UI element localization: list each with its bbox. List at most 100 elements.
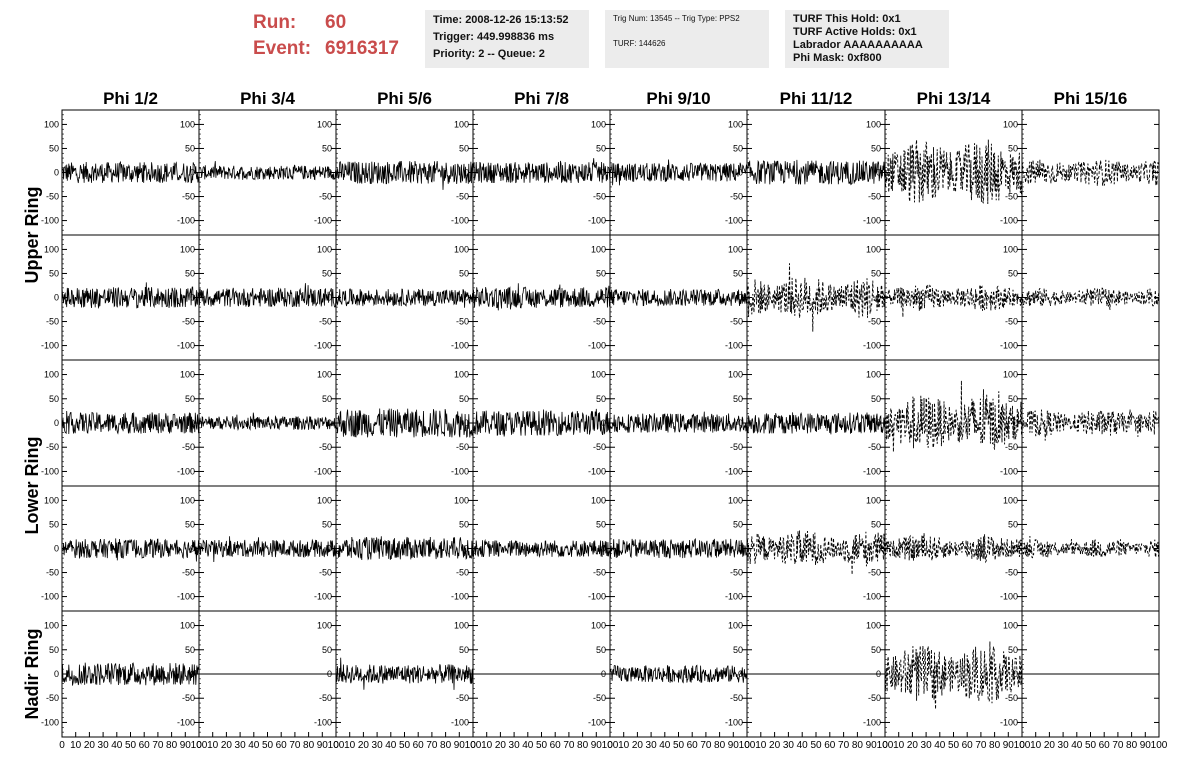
x-tick-label: 90: [866, 740, 878, 751]
labrador-line: Labrador AAAAAAAAAA: [793, 39, 923, 51]
x-tick-label: 10: [481, 740, 493, 751]
y-tick-label: -100: [177, 216, 195, 226]
x-tick-label: 70: [975, 740, 987, 751]
y-tick-label: 0: [327, 544, 332, 554]
y-tick-label: -100: [863, 592, 881, 602]
waveform: [884, 641, 1023, 710]
y-tick-label: 100: [591, 119, 606, 129]
y-tick-label: 50: [49, 268, 59, 278]
y-tick-label: 50: [871, 143, 881, 153]
x-tick-label: 10: [618, 740, 630, 751]
x-tick-label: 40: [934, 740, 946, 751]
waveform: [746, 412, 886, 435]
y-tick-label: -100: [588, 466, 606, 476]
x-tick-label: 50: [1085, 740, 1097, 751]
y-tick-label: 0: [876, 293, 881, 303]
waveform: [1021, 159, 1160, 186]
row-title: Upper Ring: [22, 187, 42, 284]
y-tick-label: 50: [185, 143, 195, 153]
y-tick-label: -50: [593, 192, 606, 202]
y-tick-label: 50: [49, 645, 59, 655]
x-tick-label: 0: [333, 740, 339, 751]
x-tick-label: 20: [907, 740, 919, 751]
waveform: [335, 657, 474, 690]
y-tick-label: 50: [322, 143, 332, 153]
y-tick-label: -100: [1000, 216, 1018, 226]
column-title: Phi 3/4: [240, 89, 295, 108]
waveform: [198, 161, 337, 181]
x-tick-label: 40: [111, 740, 123, 751]
waveform: [1021, 535, 1160, 559]
column-title: Phi 9/10: [646, 89, 710, 108]
y-tick-label: 100: [180, 495, 195, 505]
y-tick-label: 100: [44, 621, 59, 631]
x-tick-label: 0: [1019, 740, 1025, 751]
y-tick-label: -100: [588, 216, 606, 226]
y-tick-label: -50: [456, 317, 469, 327]
y-tick-label: -50: [456, 442, 469, 452]
y-tick-label: 0: [1013, 293, 1018, 303]
waveform: [335, 408, 474, 438]
y-tick-label: 0: [738, 293, 743, 303]
y-tick-label: -100: [41, 717, 59, 727]
y-tick-label: 0: [876, 669, 881, 679]
x-tick-label: 50: [399, 740, 411, 751]
y-tick-label: 100: [180, 370, 195, 380]
waveform: [884, 139, 1023, 205]
y-tick-label: 50: [459, 143, 469, 153]
y-tick-label: 50: [322, 268, 332, 278]
x-tick-label: 70: [152, 740, 164, 751]
y-tick-label: 0: [327, 168, 332, 178]
y-tick-label: 100: [591, 621, 606, 631]
waveform: [198, 536, 337, 563]
y-tick-label: 50: [1008, 645, 1018, 655]
y-tick-label: 0: [464, 293, 469, 303]
x-tick-label: 80: [440, 740, 452, 751]
y-tick-label: 50: [596, 519, 606, 529]
y-tick-label: -50: [730, 442, 743, 452]
x-tick-label: 30: [1058, 740, 1070, 751]
x-tick-label: 20: [495, 740, 507, 751]
y-tick-label: -50: [319, 693, 332, 703]
y-tick-label: -100: [314, 717, 332, 727]
y-tick-label: -100: [863, 216, 881, 226]
waveform: [1021, 409, 1160, 441]
y-tick-label: -50: [1005, 442, 1018, 452]
x-tick-label: 70: [838, 740, 850, 751]
y-tick-label: -50: [182, 442, 195, 452]
x-tick-label: 90: [317, 740, 329, 751]
y-tick-label: 0: [601, 418, 606, 428]
y-tick-label: -50: [730, 693, 743, 703]
x-tick-label: 40: [659, 740, 671, 751]
y-tick-label: 0: [54, 293, 59, 303]
y-tick-label: 0: [876, 418, 881, 428]
trig-info-box: Trig Num: 13545 -- Trig Type: PPS2 TURF:…: [605, 10, 769, 68]
column-title: Phi 15/16: [1054, 89, 1128, 108]
y-tick-label: 100: [866, 621, 881, 631]
x-tick-label: 40: [522, 740, 534, 751]
y-tick-label: 100: [1003, 370, 1018, 380]
y-tick-label: 0: [601, 544, 606, 554]
y-tick-label: 0: [601, 168, 606, 178]
y-tick-label: 100: [454, 495, 469, 505]
y-tick-label: 100: [866, 495, 881, 505]
turf-info-box: TURF This Hold: 0x1 TURF Active Holds: 0…: [785, 10, 949, 68]
y-tick-label: 50: [322, 645, 332, 655]
y-tick-label: 100: [44, 495, 59, 505]
y-tick-label: 100: [317, 244, 332, 254]
trig-line: Trig Num: 13545 -- Trig Type: PPS2: [613, 14, 740, 23]
x-tick-label: 30: [646, 740, 658, 751]
y-tick-label: -100: [314, 592, 332, 602]
y-tick-label: -100: [1000, 717, 1018, 727]
y-tick-label: -50: [1005, 192, 1018, 202]
y-tick-label: 100: [454, 119, 469, 129]
y-tick-label: 0: [1013, 168, 1018, 178]
y-tick-label: 50: [871, 519, 881, 529]
y-tick-label: -100: [863, 466, 881, 476]
y-tick-label: -50: [593, 317, 606, 327]
x-tick-label: 90: [180, 740, 192, 751]
y-tick-label: 50: [322, 394, 332, 404]
y-tick-label: -50: [319, 442, 332, 452]
y-tick-label: -50: [319, 568, 332, 578]
y-tick-label: 100: [180, 244, 195, 254]
